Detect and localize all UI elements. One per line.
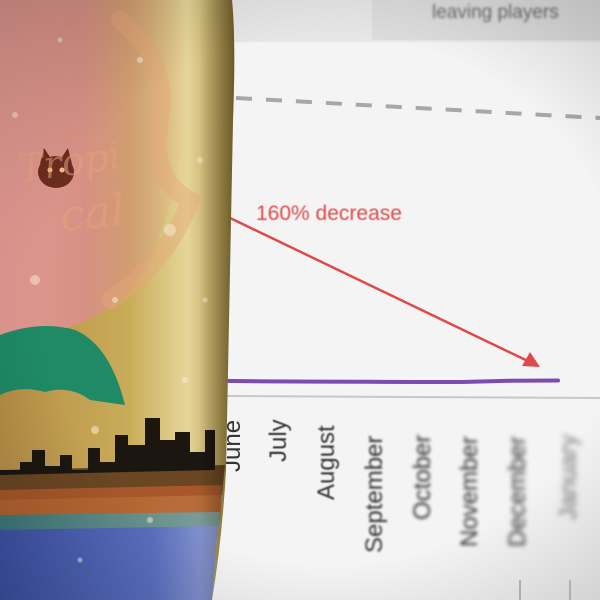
x-tick-label: November — [456, 436, 483, 547]
can-brand-lettering-art: cal — [57, 184, 128, 243]
series-line-leaving-players — [220, 378, 560, 384]
x-tick-label: September — [361, 435, 388, 553]
x-tick-label: October — [409, 434, 436, 520]
x-tick-label: December — [504, 436, 531, 547]
annotation-label: 160% decrease — [256, 202, 402, 225]
can-edge-shadow — [0, 0, 235, 600]
x-tick-label: January — [555, 434, 582, 520]
legend-text: leaving players — [432, 2, 559, 23]
x-tick-label: July — [265, 419, 292, 462]
x-axis-line — [224, 395, 600, 399]
drink-can-graphic — [0, 0, 235, 600]
chart-legend-box — [372, 0, 600, 40]
dashed-reference-line — [235, 96, 600, 120]
annotation-arrow-head — [522, 352, 540, 367]
drink-can: Tropi cal — [0, 0, 236, 600]
x-tick-label: August — [313, 425, 340, 500]
annotation-arrow-shaft — [229, 216, 533, 365]
x-axis-ticks — [519, 580, 571, 600]
